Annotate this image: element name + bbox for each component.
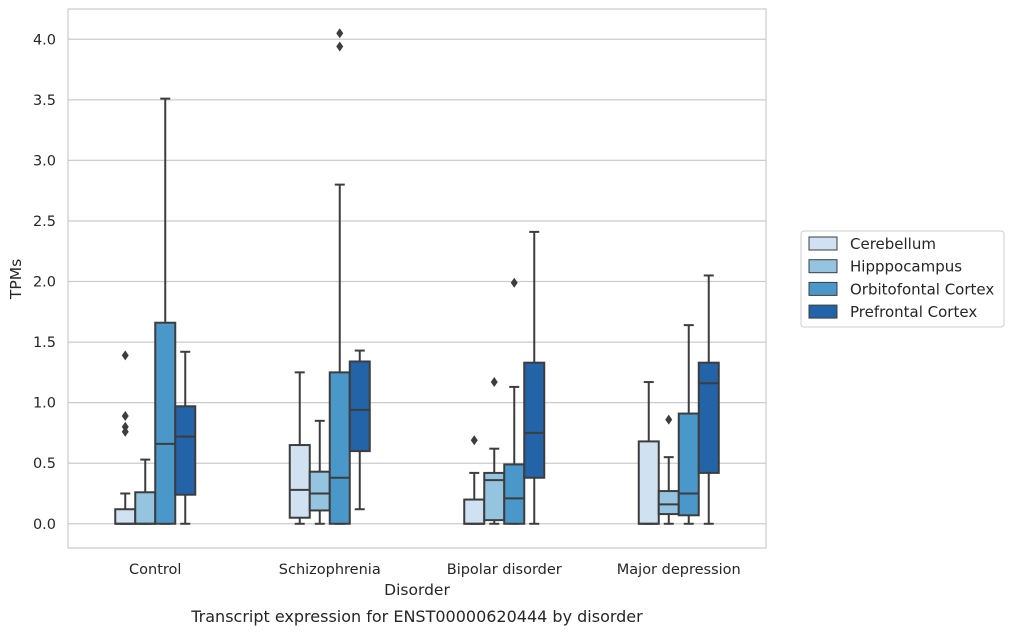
y-tick-labels: 0.0 0.5 1.0 1.5 2.0 2.5 3.0 3.5 4.0 bbox=[33, 32, 56, 532]
box-iqr bbox=[174, 405, 197, 496]
box-cerebellum bbox=[637, 381, 660, 525]
box-prefrontal-cortex bbox=[697, 274, 720, 525]
box-iqr bbox=[677, 412, 700, 517]
outlier-point bbox=[470, 435, 478, 446]
plot-frame bbox=[67, 8, 767, 549]
y-tick-label: 3.0 bbox=[33, 153, 56, 169]
box-iqr bbox=[328, 371, 351, 525]
x-tick-label: Bipolar disorder bbox=[447, 562, 562, 578]
box-prefrontal-cortex bbox=[523, 230, 546, 525]
outlier-point bbox=[490, 377, 498, 388]
legend-swatch bbox=[808, 236, 838, 251]
legend-swatch bbox=[808, 259, 838, 274]
legend-swatch bbox=[808, 304, 838, 319]
y-tick-label: 2.5 bbox=[33, 214, 56, 230]
x-axis-title: Disorder bbox=[384, 581, 450, 599]
legend-label: Hipppocampus bbox=[850, 258, 962, 276]
box-prefrontal-cortex bbox=[348, 349, 371, 511]
x-tick-labels: Control Schizophrenia Bipolar disorder Majo… bbox=[129, 562, 741, 578]
x-tick-label: Schizophrenia bbox=[279, 562, 381, 578]
box-iqr bbox=[657, 490, 680, 516]
outlier-point bbox=[510, 277, 518, 288]
box-iqr bbox=[134, 491, 157, 525]
x-tick-label: Control bbox=[129, 562, 181, 578]
box-hipppocampus bbox=[483, 377, 506, 525]
box-iqr bbox=[503, 463, 526, 525]
legend-label: Prefrontal Cortex bbox=[850, 303, 977, 321]
box-iqr bbox=[463, 498, 486, 525]
y-tick-label: 3.5 bbox=[33, 93, 56, 109]
box-orbitofontal-cortex bbox=[503, 277, 526, 525]
legend-label: Cerebellum bbox=[850, 235, 936, 253]
y-tick-label: 4.0 bbox=[33, 32, 56, 48]
box-orbitofontal-cortex bbox=[328, 28, 351, 525]
y-tick-label: 0.0 bbox=[33, 517, 56, 533]
box-hipppocampus bbox=[308, 419, 331, 525]
y-tick-label: 1.5 bbox=[33, 335, 56, 351]
box-iqr bbox=[697, 361, 720, 474]
figure-caption: Transcript expression for ENST0000062044… bbox=[190, 607, 643, 626]
y-tick-label: 1.0 bbox=[33, 396, 56, 412]
box-iqr bbox=[523, 361, 546, 479]
y-axis-title: TPMs bbox=[7, 259, 25, 300]
outlier-point bbox=[665, 414, 673, 425]
box-iqr bbox=[348, 360, 371, 453]
outlier-point bbox=[121, 410, 129, 421]
box-cerebellum bbox=[288, 371, 311, 525]
boxes bbox=[114, 28, 720, 525]
box-iqr bbox=[288, 444, 311, 519]
box-hipppocampus bbox=[657, 414, 680, 525]
box-prefrontal-cortex bbox=[174, 350, 197, 525]
legend-swatch bbox=[808, 281, 838, 296]
y-tick-label: 0.5 bbox=[33, 456, 56, 472]
box-cerebellum bbox=[114, 350, 137, 525]
legend-label: Orbitofontal Cortex bbox=[850, 280, 994, 298]
box-iqr bbox=[154, 321, 177, 525]
box-iqr bbox=[308, 470, 331, 512]
x-tick-label: Major depression bbox=[617, 562, 741, 578]
box-iqr bbox=[114, 508, 137, 525]
box-iqr bbox=[637, 440, 660, 525]
y-tick-label: 2.0 bbox=[33, 275, 56, 291]
legend: Cerebellum Hipppocampus Orbitofontal Corte… bbox=[800, 230, 1005, 328]
outlier-point bbox=[336, 28, 344, 39]
outlier-point bbox=[121, 421, 129, 432]
outlier-point bbox=[336, 41, 344, 52]
outlier-point bbox=[121, 350, 129, 361]
box-hipppocampus bbox=[134, 458, 157, 525]
legend-frame bbox=[800, 230, 1005, 328]
